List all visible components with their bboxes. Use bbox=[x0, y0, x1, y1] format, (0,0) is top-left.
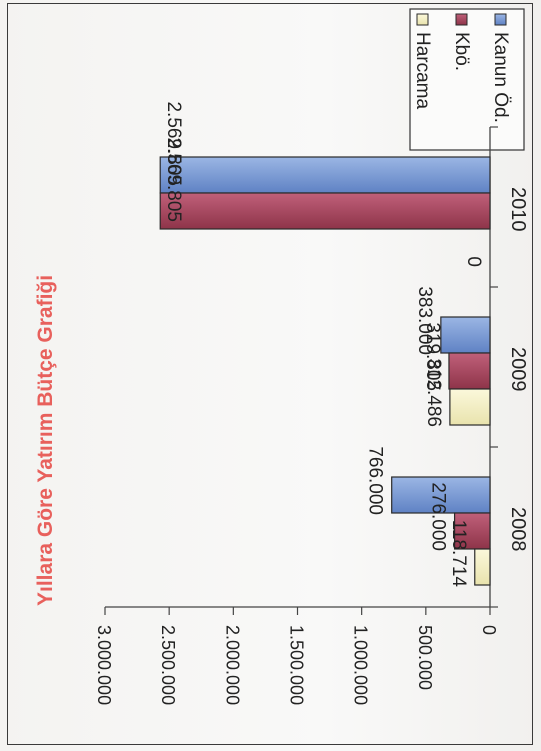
data-label: 276.000 bbox=[428, 482, 449, 551]
legend-box bbox=[409, 8, 525, 151]
legend-label: Kanun Öd. bbox=[490, 32, 511, 123]
tick-label: 1.500.000 bbox=[287, 625, 307, 705]
legend-label: Harcama bbox=[412, 32, 433, 110]
data-label: 2.569.805 bbox=[163, 137, 184, 222]
category-label: 2008 bbox=[507, 507, 529, 552]
value-axis: 0 500.000 1.000.000 1.500.000 2.000.000 2.500… bbox=[94, 126, 499, 705]
data-label: 766.000 bbox=[365, 446, 386, 515]
data-label: 118.714 bbox=[448, 520, 469, 588]
tick-label: 0 bbox=[479, 625, 499, 635]
category-label: 2009 bbox=[507, 347, 529, 392]
data-label: 0 bbox=[463, 256, 484, 267]
category-axis: 2008 2009 2010 bbox=[507, 187, 529, 552]
category-label: 2010 bbox=[507, 187, 529, 232]
bar-2009-series-0 bbox=[440, 316, 491, 354]
bars bbox=[159, 156, 491, 586]
tick-label: 1.000.000 bbox=[351, 625, 371, 705]
legend-swatch-2 bbox=[416, 13, 429, 26]
tick-label: 2.500.000 bbox=[158, 625, 178, 705]
legend bbox=[409, 8, 525, 151]
data-label: 2.569.805 bbox=[163, 101, 184, 186]
bar-2008-series-0 bbox=[391, 476, 491, 514]
data-label: 312.486 bbox=[423, 358, 444, 427]
data-label: 383.000 bbox=[414, 286, 435, 355]
bar-2008-series-1 bbox=[453, 512, 491, 550]
bar-2010-series-1 bbox=[159, 192, 491, 230]
chart-title-text: Yıllara Göre Yatırım Bütçe Grafiği bbox=[34, 275, 57, 606]
data-label: 319.805 bbox=[422, 322, 443, 391]
legend-swatch-1 bbox=[455, 13, 468, 26]
chart-frame bbox=[7, 3, 533, 745]
bar-2009-series-2 bbox=[449, 388, 491, 426]
chart-title: Yıllara Göre Yatırım Bütçe Grafiği bbox=[34, 275, 57, 606]
legend-label: Kbö. bbox=[451, 32, 472, 71]
bar-2010-series-0 bbox=[159, 156, 491, 194]
legend-items: Kanun Öd. Kbö. Harcama bbox=[412, 13, 511, 123]
tick-label: 3.000.000 bbox=[94, 625, 114, 705]
bar-2008-series-2 bbox=[474, 548, 491, 586]
legend-swatch-0 bbox=[494, 13, 507, 26]
tick-label: 500.000 bbox=[415, 625, 435, 690]
bar-2009-series-1 bbox=[448, 352, 491, 390]
tick-label: 2.000.000 bbox=[222, 625, 242, 705]
